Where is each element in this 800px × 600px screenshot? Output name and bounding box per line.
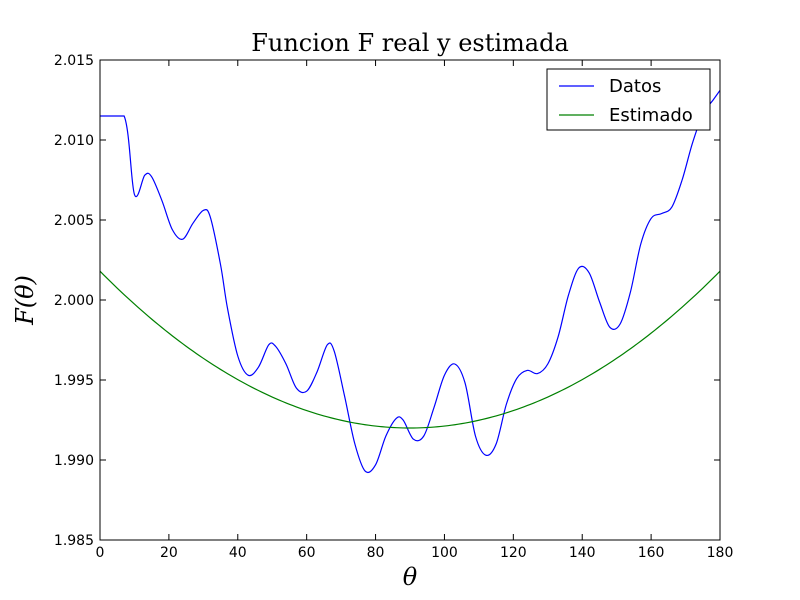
x-tick-label: 40 bbox=[229, 545, 247, 561]
plot-frame bbox=[99, 59, 721, 541]
y-tick-label: 2.015 bbox=[54, 53, 94, 69]
x-tick-label: 0 bbox=[96, 545, 105, 561]
legend-box bbox=[546, 68, 711, 131]
x-tick-label: 160 bbox=[638, 545, 665, 561]
x-tick-label: 140 bbox=[569, 545, 596, 561]
y-tick-label: 2.010 bbox=[54, 133, 94, 149]
legend-label: Estimado bbox=[609, 105, 693, 126]
axis-ticks: 0 20 40 60 80 100 120 140 160 180 1.985 1.990 1.995 2… bbox=[54, 53, 733, 561]
series-line-estimado bbox=[100, 270, 720, 429]
y-tick-label: 1.990 bbox=[54, 453, 94, 469]
y-tick-label: 1.995 bbox=[54, 373, 94, 389]
y-tick-label: 1.985 bbox=[54, 533, 94, 549]
series-line-datos bbox=[100, 90, 720, 474]
x-tick-label: 80 bbox=[367, 545, 385, 561]
x-tick-label: 100 bbox=[431, 545, 458, 561]
x-tick-label: 20 bbox=[160, 545, 178, 561]
y-tick-label: 2.005 bbox=[54, 213, 94, 229]
y-tick-label: 2.000 bbox=[54, 293, 94, 309]
x-axis-label: θ bbox=[403, 563, 418, 591]
x-tick-label: 120 bbox=[500, 545, 527, 561]
legend-label: Datos bbox=[609, 76, 661, 97]
legend: Datos Estimado bbox=[546, 68, 711, 131]
y-axis-label: F(θ) bbox=[11, 275, 39, 326]
plot-area bbox=[100, 90, 720, 474]
x-tick-label: 60 bbox=[298, 545, 316, 561]
x-tick-label: 180 bbox=[707, 545, 734, 561]
chart-title: Funcion F real y estimada bbox=[251, 29, 569, 57]
